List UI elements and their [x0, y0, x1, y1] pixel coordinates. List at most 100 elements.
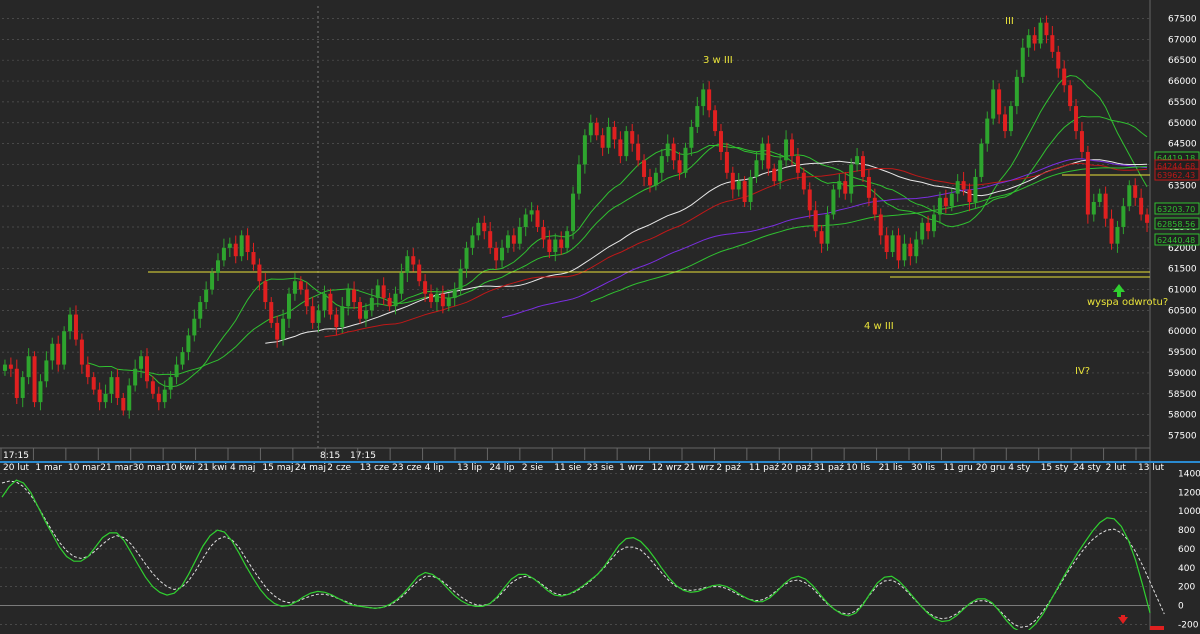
price-tick-label: 60000 [1168, 327, 1197, 337]
candle-body [8, 364, 13, 369]
date-label: 2 sie [522, 463, 544, 473]
candle-body [991, 89, 996, 119]
candle-body [363, 310, 368, 319]
label-wyspa-odwrotu: wyspa odwrotu? [1087, 297, 1168, 308]
date-label: 2 lut [1106, 463, 1127, 473]
candle-body [718, 131, 723, 152]
candle-body [920, 222, 925, 240]
date-label: 11 sie [554, 463, 582, 473]
candle-body [553, 239, 558, 253]
candle-body [1145, 214, 1150, 223]
candle-body [807, 189, 812, 211]
price-tag-box [1154, 202, 1200, 215]
date-label: 2 paź [716, 463, 741, 473]
candle-body [14, 368, 19, 398]
candle-body [914, 239, 919, 257]
candle-body [748, 176, 753, 202]
candle-body [872, 197, 877, 215]
candle-body [997, 89, 1002, 115]
candle-body [890, 235, 895, 253]
price-tag-label: 62440.48 [1157, 236, 1195, 245]
price-tick-label: 64500 [1168, 140, 1197, 150]
oscillator-axis: -200 0 200 400 600 800 1000 1200 1400 [1178, 470, 1200, 631]
candle-body [56, 343, 61, 365]
candle-body [789, 139, 794, 157]
candle-body [239, 235, 244, 257]
candle-body [642, 160, 647, 177]
candle-body [588, 122, 593, 136]
candle-body [523, 214, 528, 227]
label-iv: IV? [1075, 366, 1090, 377]
candle-body [1056, 51, 1061, 69]
candle-body [985, 118, 990, 144]
candle-body [1121, 206, 1126, 227]
candle-body [464, 247, 469, 269]
candle-body [511, 235, 516, 244]
candle-body [559, 239, 564, 248]
date-label: 30 mar [133, 463, 166, 473]
date-label: 15 maj [262, 463, 293, 473]
candle-body [932, 214, 937, 232]
osc-signal-line [1, 480, 1165, 628]
date-label: 20 gru [976, 463, 1005, 473]
candle-body [831, 189, 836, 215]
price-tag-box [1154, 168, 1200, 181]
candle-body [79, 339, 84, 365]
candle-body [1115, 227, 1120, 244]
osc-main-line [1, 479, 1151, 633]
date-label: 30 lis [911, 463, 935, 473]
candle-body [44, 360, 49, 382]
price-tick-label: 62000 [1168, 244, 1197, 254]
candle-body [624, 131, 629, 157]
candle-body [411, 256, 416, 265]
date-label: 11 gru [943, 463, 972, 473]
price-tag-label: 63962.43 [1157, 171, 1195, 180]
date-label: 13 cze [360, 463, 390, 473]
candle-body [505, 235, 510, 248]
candle-body [843, 181, 848, 194]
candle-body [121, 397, 126, 411]
price-tick-label: 61000 [1168, 286, 1197, 296]
candle-body [1020, 47, 1025, 77]
candle-body [784, 139, 789, 161]
candle-body [606, 126, 611, 148]
candle-body [943, 197, 948, 207]
time-label-start: 17:15 [3, 451, 29, 461]
price-tag-label: 62858.56 [1157, 220, 1195, 229]
oscillator-lines [1, 479, 1165, 633]
price-tick-label: 66000 [1168, 77, 1197, 87]
date-label: 23 cze [392, 463, 422, 473]
date-label: 4 lip [425, 463, 445, 473]
candle-body [689, 126, 694, 148]
candle-body [233, 243, 238, 257]
price-tick-label: 61500 [1168, 265, 1197, 275]
candle-body [724, 151, 729, 173]
price-grid [0, 0, 1151, 630]
candle-body [937, 197, 942, 215]
candle-body [1044, 22, 1049, 36]
candle-body [494, 247, 499, 261]
candle-body [281, 318, 286, 340]
candle-body [375, 285, 380, 298]
oscillator-grid [0, 473, 1150, 625]
candle-body [73, 314, 78, 340]
sma-purple-line [501, 158, 1148, 319]
candle-body [772, 168, 777, 182]
candle-body [612, 126, 617, 140]
osc-tick-label: 800 [1178, 526, 1195, 536]
date-label: 31 paź [814, 463, 845, 473]
candle-body [150, 381, 155, 394]
candle-body [399, 272, 404, 294]
arrow-down-stem [1121, 615, 1125, 618]
candle-body [115, 377, 120, 398]
candle-body [1109, 218, 1114, 244]
candle-body [423, 281, 428, 294]
candle-body [168, 377, 173, 390]
candle-body [109, 377, 114, 394]
candle-body [795, 156, 800, 173]
date-label: 21 mar [100, 463, 133, 473]
candle-body [245, 235, 250, 253]
date-label: 23 sie [587, 463, 615, 473]
candle-body [387, 297, 392, 307]
